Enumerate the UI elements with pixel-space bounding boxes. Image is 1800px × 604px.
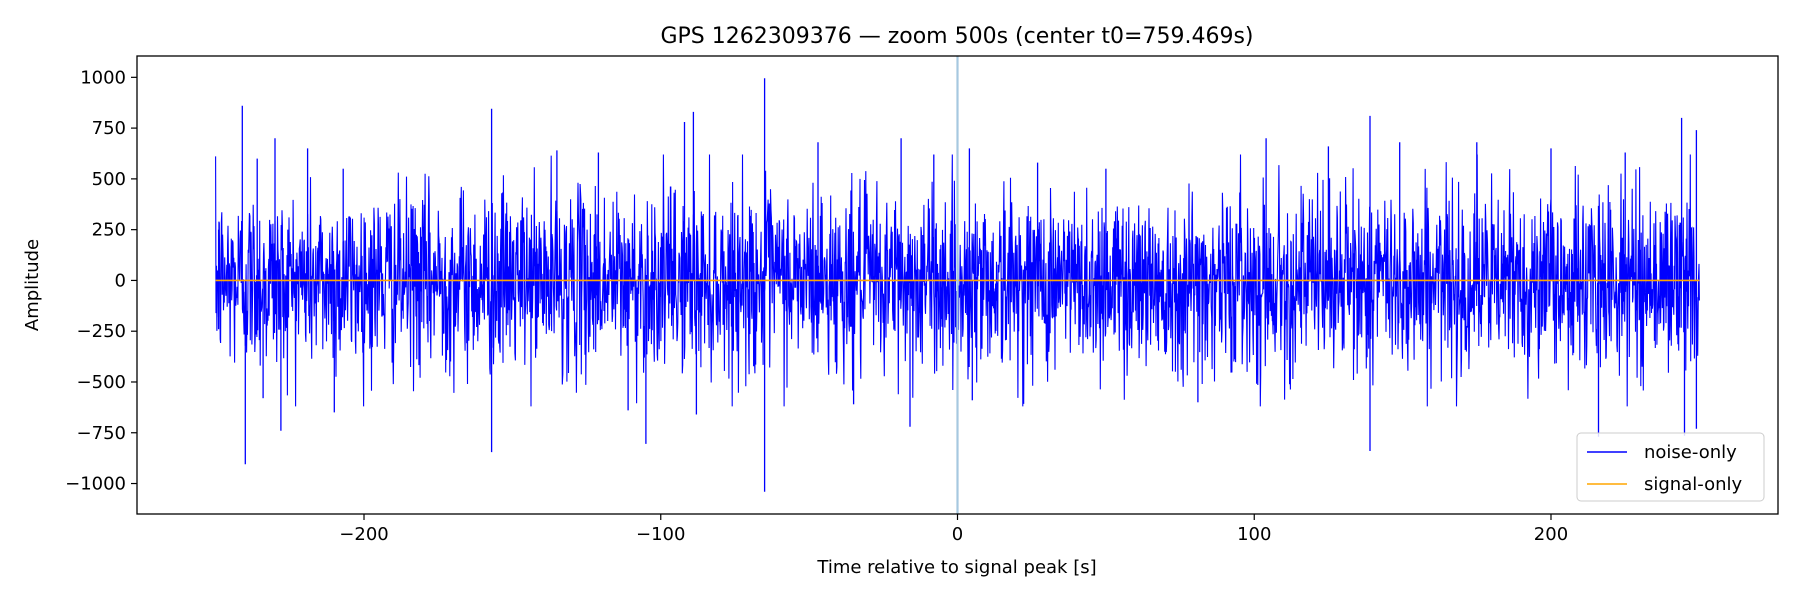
y-tick-label-8: −1000 [65,474,126,495]
x-tick-label-2: 0 [952,524,963,545]
chart-title: GPS 1262309376 — zoom 500s (center t0=75… [660,24,1253,49]
x-axis: −200 −100 0 100 200 [339,514,1568,545]
y-axis-label: Amplitude [22,239,43,331]
y-tick-label-5: −250 [77,321,126,342]
x-tick-label-4: 200 [1534,524,1568,545]
y-tick-label-1: 750 [92,118,126,139]
y-tick-label-0: 1000 [80,67,126,88]
legend-label-signal-only: signal-only [1644,474,1742,495]
x-tick-label-0: −200 [339,524,388,545]
y-tick-label-6: −500 [77,372,126,393]
y-tick-label-3: 250 [92,220,126,241]
y-tick-label-7: −750 [77,423,126,444]
y-tick-label-2: 500 [92,169,126,190]
y-tick-label-4: 0 [115,270,126,291]
legend-label-noise-only: noise-only [1644,442,1737,463]
x-tick-label-3: 100 [1237,524,1271,545]
plot-area [215,56,1700,514]
legend: noise-only signal-only [1576,432,1765,502]
y-axis: 1000 750 500 250 0 −250 −500 −750 −1000 [65,67,137,495]
x-tick-label-1: −100 [636,524,685,545]
x-axis-label: Time relative to signal peak [s] [816,557,1096,578]
